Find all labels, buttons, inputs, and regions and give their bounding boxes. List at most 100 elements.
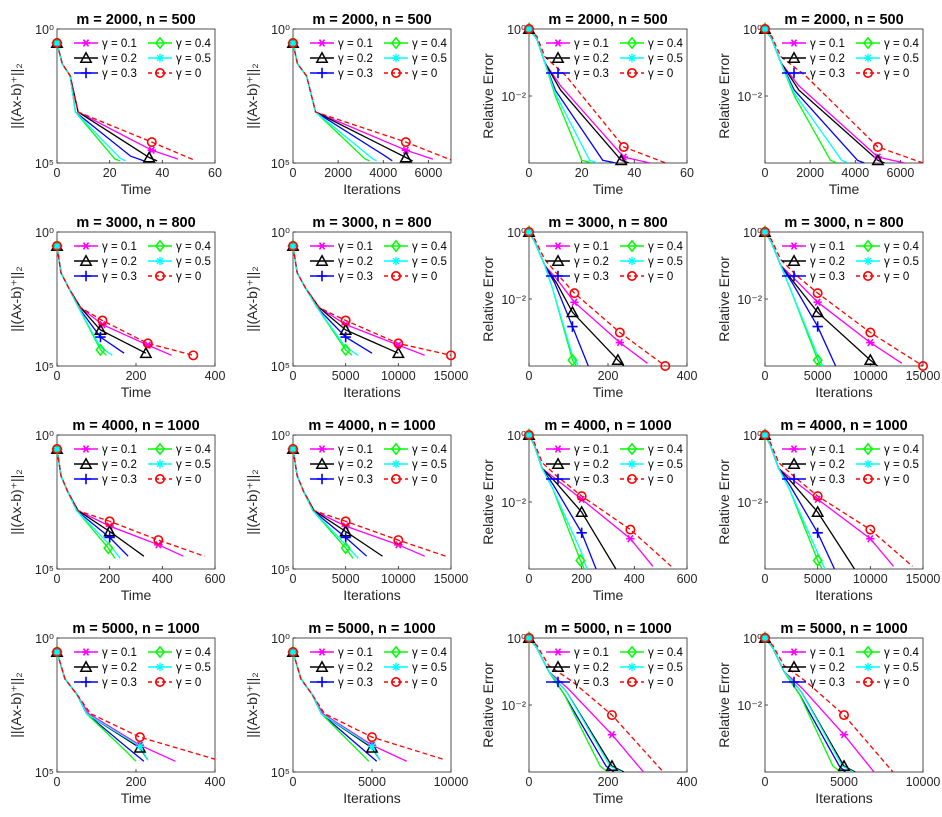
series-group <box>765 29 923 163</box>
legend-label: γ = 0.4 <box>648 241 683 253</box>
legend-marker <box>81 648 91 656</box>
y-tick-label: 10⁰ <box>743 226 762 240</box>
x-tick-label: 5000 <box>332 572 360 586</box>
series-marker <box>569 288 580 299</box>
y-axis-label: ||(Ax-b)⁺||₂ <box>244 63 260 128</box>
series-group <box>529 232 666 366</box>
series-marker <box>618 142 629 153</box>
legend-label: γ = 0.4 <box>176 444 211 456</box>
x-tick-label: 0 <box>54 166 61 180</box>
y-tick-label: 10⁻² <box>737 496 762 510</box>
y-axis-label: Relative Error <box>716 53 732 139</box>
legend-marker <box>80 270 92 282</box>
chart-title: m = 2000, n = 500 <box>312 12 431 28</box>
series-line <box>293 42 451 161</box>
series-marker <box>340 331 351 343</box>
chart-title: m = 5000, n = 1000 <box>72 621 199 637</box>
series-marker <box>340 343 351 357</box>
legend-marker <box>79 660 93 672</box>
legend-label: γ = 0.1 <box>574 38 609 50</box>
series-marker <box>811 305 825 318</box>
series-line <box>529 232 666 366</box>
legend-marker <box>626 36 638 50</box>
series-marker <box>863 353 877 366</box>
legend-label: γ = 0.4 <box>412 647 447 659</box>
legend: γ = 0.1 γ = 0.4 γ = 0.2 γ = 0.5 γ = 0.3 γ = 0 <box>546 239 683 283</box>
x-tick-label: 400 <box>624 572 645 586</box>
legend-marker <box>862 36 874 50</box>
series-marker <box>523 227 534 238</box>
legend: γ = 0.1 γ = 0.4 γ = 0.2 γ = 0.5 γ = 0.3 γ = 0 <box>546 645 683 689</box>
legend-label: γ = 0.1 <box>810 38 845 50</box>
y-tick-label: 10⁰ <box>743 632 762 646</box>
legend-label: γ = 0.1 <box>338 647 373 659</box>
y-tick-label: 10⁻² <box>737 699 762 713</box>
y-tick-label: 10⁵ <box>35 360 54 374</box>
legend-marker <box>390 645 402 659</box>
x-axis-label: Time <box>829 181 860 197</box>
plot-area <box>56 231 216 367</box>
chart-panel: m = 3000, n = 800 0 5000 10000 15000 10⁰ 10⁻² I… <box>716 215 940 400</box>
legend-label: γ = 0.3 <box>102 474 137 486</box>
legend: γ = 0.1 γ = 0.4 γ = 0.2 γ = 0.5 γ = 0.3 γ = 0 <box>782 645 919 689</box>
legend-marker <box>552 270 564 282</box>
series-line <box>57 245 113 356</box>
legend-marker <box>315 51 329 63</box>
series-marker <box>95 343 106 357</box>
legend-label: γ = 0.1 <box>810 647 845 659</box>
y-tick-label: 10⁻² <box>501 293 526 307</box>
y-tick-label: 10⁰ <box>35 632 54 646</box>
legend-marker <box>390 239 402 253</box>
y-axis-label: ||(Ax-b)⁺||₂ <box>8 672 24 737</box>
legend-marker <box>79 254 93 266</box>
x-tick-label: 10000 <box>381 369 416 383</box>
series-line <box>529 435 672 567</box>
legend-label: γ = 0.3 <box>338 68 373 80</box>
y-tick-label: 10⁻² <box>737 90 762 104</box>
series-marker <box>52 241 62 251</box>
plot-area <box>528 637 688 773</box>
legend-marker <box>390 676 401 687</box>
y-tick-label: 10⁰ <box>271 429 290 443</box>
series-marker <box>287 38 298 49</box>
legend-marker <box>788 473 800 485</box>
x-axis-label: Iterations <box>343 181 401 197</box>
series-marker <box>393 535 404 546</box>
legend: γ = 0.1 γ = 0.4 γ = 0.2 γ = 0.5 γ = 0.3 γ = 0 <box>74 442 211 486</box>
series-marker <box>401 146 411 155</box>
legend-label: γ = 0.4 <box>648 444 683 456</box>
legend-label: γ = 0 <box>412 68 437 80</box>
series-marker <box>866 534 875 543</box>
series-group <box>293 42 451 162</box>
legend-label: γ = 0.1 <box>574 647 609 659</box>
chart-panel: m = 2000, n = 500 0 20 40 60 10⁰ 10⁻² Time Relat… <box>480 12 694 197</box>
x-tick-label: 5000 <box>358 775 386 789</box>
legend-marker <box>81 445 91 453</box>
legend-marker <box>553 39 563 47</box>
x-tick-label: 2000 <box>324 166 352 180</box>
x-axis-label: Time <box>121 181 152 197</box>
series-marker <box>147 146 156 155</box>
x-tick-label: 400 <box>205 369 226 383</box>
legend-label: γ = 0.1 <box>810 444 845 456</box>
x-tick-label: 0 <box>54 572 61 586</box>
legend-label: γ = 0.2 <box>574 662 609 674</box>
series-group <box>57 42 195 162</box>
series-marker <box>611 353 625 366</box>
y-tick-label: 10⁵ <box>35 766 54 780</box>
legend-marker <box>390 36 402 50</box>
series-marker <box>626 534 635 543</box>
series-marker <box>139 346 153 359</box>
legend-label: γ = 0.3 <box>574 677 609 689</box>
chart-panel: m = 3000, n = 800 0 200 400 10⁰ 10⁻² Time Relat… <box>480 215 697 400</box>
x-tick-label: 2000 <box>796 166 824 180</box>
series-marker <box>811 505 825 518</box>
legend-label: γ = 0.5 <box>176 662 211 674</box>
x-tick-label: 0 <box>526 369 533 383</box>
series-marker <box>288 444 298 454</box>
legend-marker <box>391 459 401 469</box>
chart-title: m = 2000, n = 500 <box>76 12 195 28</box>
series-marker <box>287 36 299 50</box>
legend-marker <box>316 676 328 688</box>
series-marker <box>812 353 823 367</box>
